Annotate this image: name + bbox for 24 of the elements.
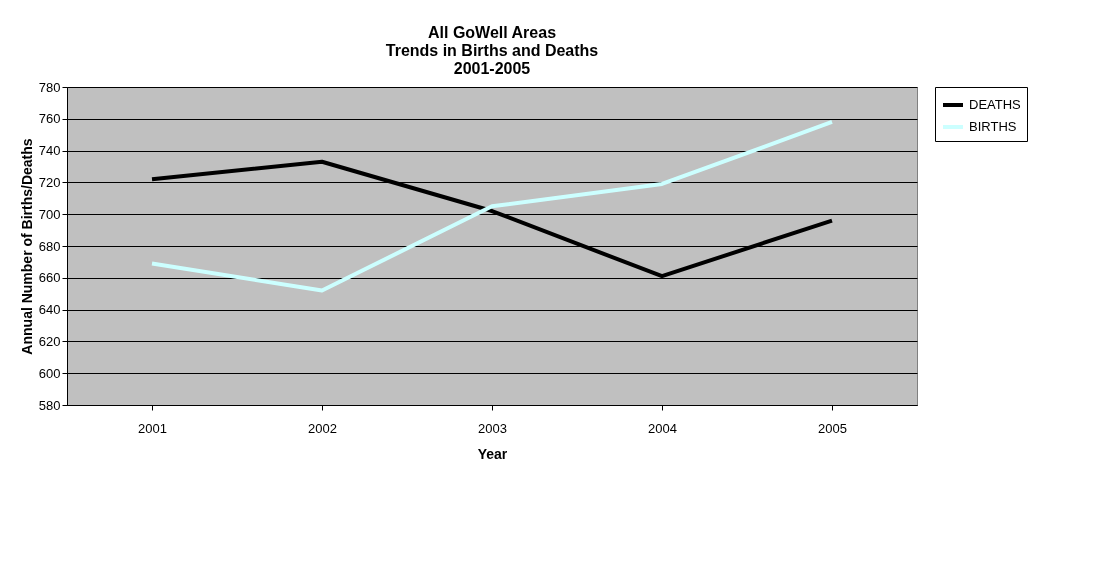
- y-axis-title: Annual Number of Births/Deaths: [18, 138, 35, 355]
- line-series: [150, 119, 834, 293]
- y-tick-label: 640: [38, 302, 61, 318]
- y-tick-label: 740: [38, 143, 61, 159]
- legend-label: DEATHS: [969, 97, 1022, 112]
- y-tick-label: 600: [38, 365, 61, 381]
- x-tick-label: 2005: [818, 420, 847, 436]
- x-tick-label: 2004: [648, 420, 677, 436]
- x-tick-label: 2002: [308, 420, 337, 436]
- text: All GoWell Areas: [427, 24, 557, 41]
- x-tick-label: 2003: [478, 420, 507, 436]
- text: 2001-2005: [453, 60, 531, 77]
- x-axis-title: Year: [477, 445, 508, 462]
- x-tick-label: 2001: [138, 420, 167, 436]
- y-tick-label: 720: [38, 174, 61, 190]
- y-tick-label: 780: [38, 79, 61, 95]
- y-tick-label: 580: [38, 397, 61, 413]
- y-tick-label: 700: [38, 206, 61, 222]
- legend-label: BIRTHS: [969, 119, 1017, 134]
- y-tick-label: 660: [38, 270, 61, 286]
- y-tick-label: 680: [38, 238, 61, 254]
- text: Trends in Births and Deaths: [385, 42, 599, 59]
- y-tick-label: 760: [38, 111, 61, 127]
- y-tick-label: 620: [38, 333, 61, 349]
